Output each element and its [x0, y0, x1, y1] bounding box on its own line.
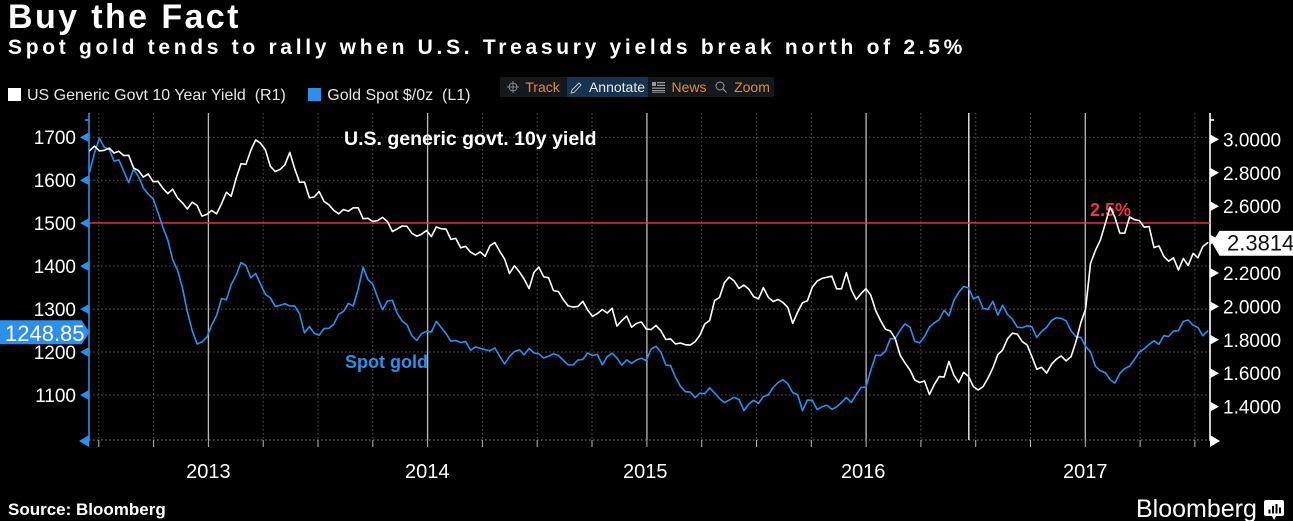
svg-text:2.6000: 2.6000 — [1223, 197, 1281, 218]
svg-text:2.0000: 2.0000 — [1223, 297, 1281, 318]
svg-text:2014: 2014 — [405, 461, 450, 483]
svg-text:3.0000: 3.0000 — [1223, 130, 1281, 151]
svg-text:1300: 1300 — [34, 300, 76, 321]
svg-text:2.2000: 2.2000 — [1223, 264, 1281, 285]
svg-text:1400: 1400 — [34, 257, 76, 278]
svg-text:1600: 1600 — [34, 171, 76, 192]
svg-text:1248.85: 1248.85 — [5, 321, 85, 346]
svg-text:2.5%: 2.5% — [1090, 200, 1131, 220]
svg-text:Spot gold: Spot gold — [345, 352, 428, 372]
svg-text:1700: 1700 — [34, 128, 76, 149]
svg-text:1100: 1100 — [35, 386, 76, 407]
svg-text:2015: 2015 — [623, 461, 668, 483]
svg-text:1200: 1200 — [34, 343, 76, 364]
svg-text:1.8000: 1.8000 — [1223, 331, 1281, 352]
svg-text:2013: 2013 — [186, 461, 231, 483]
svg-text:2.8000: 2.8000 — [1223, 164, 1281, 185]
svg-text:1500: 1500 — [34, 214, 76, 235]
svg-text:2017: 2017 — [1063, 461, 1108, 483]
svg-text:2016: 2016 — [841, 461, 886, 483]
svg-text:1.6000: 1.6000 — [1223, 364, 1281, 385]
svg-text:U.S. generic govt. 10y yield: U.S. generic govt. 10y yield — [344, 128, 597, 150]
svg-text:2.3814: 2.3814 — [1227, 231, 1293, 256]
svg-text:1.4000: 1.4000 — [1223, 398, 1281, 419]
